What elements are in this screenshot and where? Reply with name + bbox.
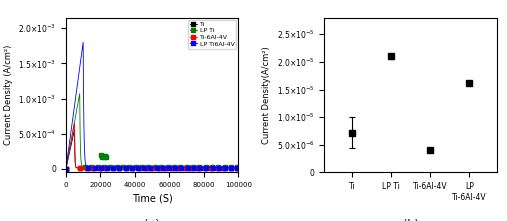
Ti	[160, 166, 166, 169]
Ti-6Al-4V	[138, 167, 144, 169]
Line: Ti-6Al-4V: Ti-6Al-4V	[64, 121, 240, 171]
Ti	[157, 166, 163, 169]
LP Ti6Al-4V	[80, 41, 86, 44]
LP Ti	[224, 166, 230, 169]
Ti-6Al-4V	[201, 167, 207, 169]
X-axis label: Time (S): Time (S)	[132, 194, 172, 204]
Ti-6Al-4V	[224, 167, 230, 169]
Y-axis label: Current Density(A/cm²): Current Density(A/cm²)	[262, 46, 271, 144]
LP Ti6Al-4V	[143, 166, 150, 169]
LP Ti6Al-4V	[202, 166, 208, 169]
Ti	[71, 128, 78, 131]
LP Ti	[141, 166, 147, 169]
Line: LP Ti6Al-4V: LP Ti6Al-4V	[64, 40, 240, 171]
LP Ti6Al-4V	[161, 166, 167, 169]
Ti	[235, 166, 241, 169]
LP Ti	[178, 166, 184, 169]
LP Ti6Al-4V	[235, 166, 241, 169]
LP Ti	[77, 92, 83, 95]
Ti	[176, 166, 182, 169]
LP Ti6Al-4V	[225, 166, 231, 169]
LP Ti6Al-4V	[63, 168, 69, 170]
LP Ti6Al-4V	[179, 166, 185, 169]
Ti-6Al-4V	[63, 168, 69, 170]
Line: Ti: Ti	[64, 127, 240, 171]
Text: (a): (a)	[144, 219, 160, 221]
Text: (b): (b)	[403, 219, 419, 221]
Ti-6Al-4V	[160, 167, 166, 169]
LP Ti	[202, 166, 208, 169]
LP Ti6Al-4V	[164, 166, 170, 169]
LP Ti	[63, 168, 69, 170]
Ti-6Al-4V	[71, 122, 78, 124]
Ti-6Al-4V	[176, 167, 182, 169]
Ti-6Al-4V	[157, 167, 163, 169]
Line: LP Ti: LP Ti	[64, 91, 240, 171]
LP Ti	[160, 166, 166, 169]
LP Ti	[162, 166, 168, 169]
Ti	[201, 166, 207, 169]
Ti	[138, 166, 144, 169]
Legend: Ti, LP Ti, Ti-6Al-4V, LP Ti6Al-4V: Ti, LP Ti, Ti-6Al-4V, LP Ti6Al-4V	[188, 19, 236, 49]
Y-axis label: Current Density (A/cm²): Current Density (A/cm²)	[4, 45, 13, 145]
LP Ti	[235, 166, 241, 169]
Ti-6Al-4V	[235, 167, 241, 169]
Ti	[224, 166, 230, 169]
Ti	[63, 168, 69, 170]
